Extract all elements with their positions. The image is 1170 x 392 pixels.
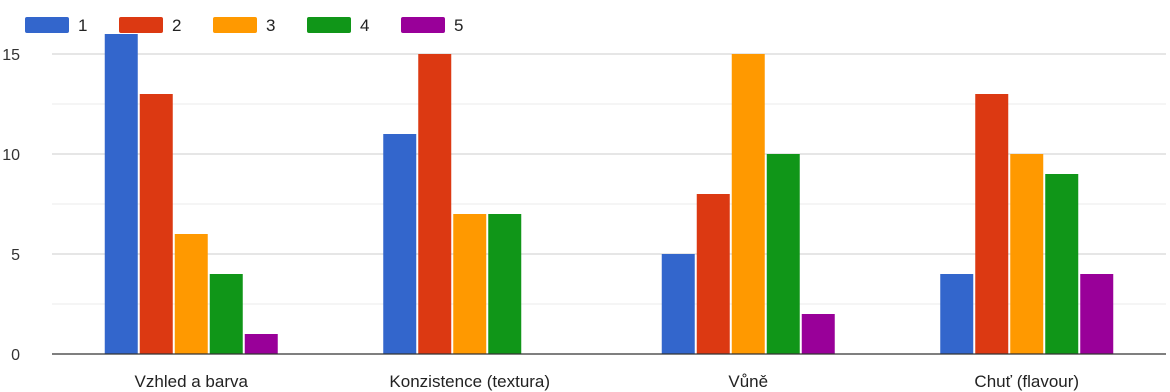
bar-series-3 [174,234,208,354]
bars [104,34,1114,354]
bar-series-5 [244,334,278,354]
category-label: Chuť (flavour) [974,372,1079,391]
bar-series-4 [209,274,243,354]
bar-series-2 [696,194,730,354]
y-tick-label: 5 [11,247,20,264]
y-tick-label: 15 [2,47,20,64]
bar-series-3 [453,214,487,354]
bar-series-5 [801,314,835,354]
bar-series-3 [731,54,765,354]
bar-series-3 [1010,154,1044,354]
bar-series-2 [418,54,452,354]
x-axis-labels: Vzhled a barva Konzistence (textura) Vůně C… [135,372,1080,391]
category-label: Konzistence (textura) [389,372,550,391]
bar-series-2 [975,94,1009,354]
bar-series-4 [1045,174,1079,354]
bar-series-5 [1080,274,1114,354]
bar-series-1 [940,274,974,354]
legend: 1 2 3 4 5 [25,16,463,35]
y-tick-label: 10 [2,147,20,164]
legend-swatch [401,17,445,33]
legend-swatch [25,17,69,33]
bar-series-1 [661,254,695,354]
y-tick-label: 0 [11,347,20,364]
legend-label: 2 [172,16,181,35]
legend-swatch [213,17,257,33]
bar-series-1 [104,34,138,354]
bar-series-1 [383,134,417,354]
legend-label: 5 [454,16,463,35]
legend-label: 4 [360,16,369,35]
legend-swatch [119,17,163,33]
bar-series-2 [139,94,173,354]
y-axis-ticks: 0 5 10 15 [2,47,20,364]
legend-swatch [307,17,351,33]
bar-series-4 [488,214,522,354]
category-label: Vzhled a barva [135,372,249,391]
bar-series-4 [766,154,800,354]
legend-label: 3 [266,16,275,35]
category-label: Vůně [728,372,768,391]
legend-label: 1 [78,16,87,35]
